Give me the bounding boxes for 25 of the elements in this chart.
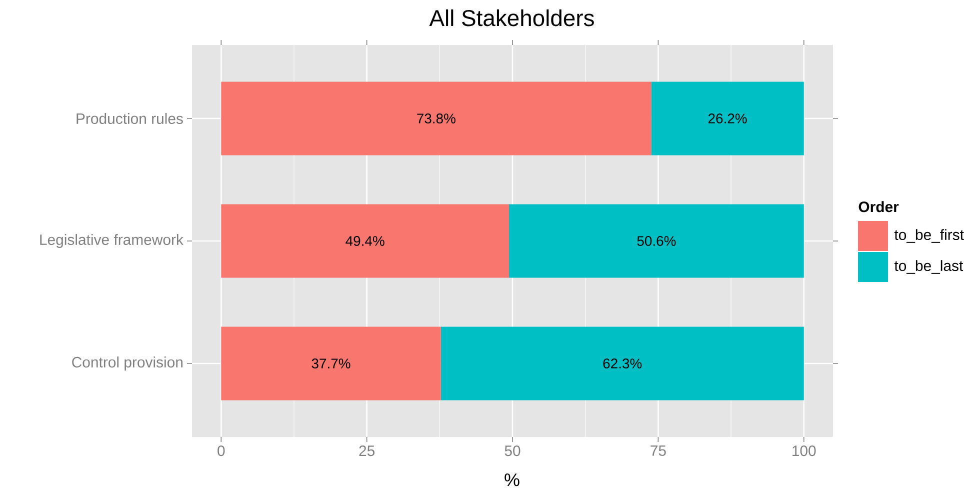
x-tick-label: 100 (792, 446, 816, 456)
y-tick-label: Legislative framework (40, 234, 184, 248)
y-tick-label: Production rules (76, 113, 183, 124)
legend-title: Order (858, 201, 899, 212)
bar (221, 326, 441, 400)
bar (440, 326, 804, 400)
bar (221, 82, 652, 156)
data-label: 49.4% (346, 236, 384, 246)
x-tick-label: 0 (218, 446, 225, 456)
x-tick-label: 25 (359, 446, 375, 456)
x-tick-label: 50 (504, 446, 520, 456)
x-axis-title: % (504, 474, 520, 486)
data-label: 50.6% (637, 236, 676, 246)
legend-label: to_be_first (894, 229, 964, 243)
chart-title: All Stakeholders (429, 9, 594, 26)
data-label: 73.8% (417, 114, 456, 124)
y-tick-label: Control provision (72, 356, 182, 370)
data-label: 26.2% (708, 114, 747, 124)
x-tick-label: 75 (650, 446, 666, 456)
data-label: 37.7% (312, 358, 350, 368)
bar (651, 82, 804, 156)
legend-label: to_be_last (894, 260, 964, 274)
bar (509, 204, 804, 278)
bar (221, 204, 510, 278)
data-label: 62.3% (603, 358, 642, 368)
